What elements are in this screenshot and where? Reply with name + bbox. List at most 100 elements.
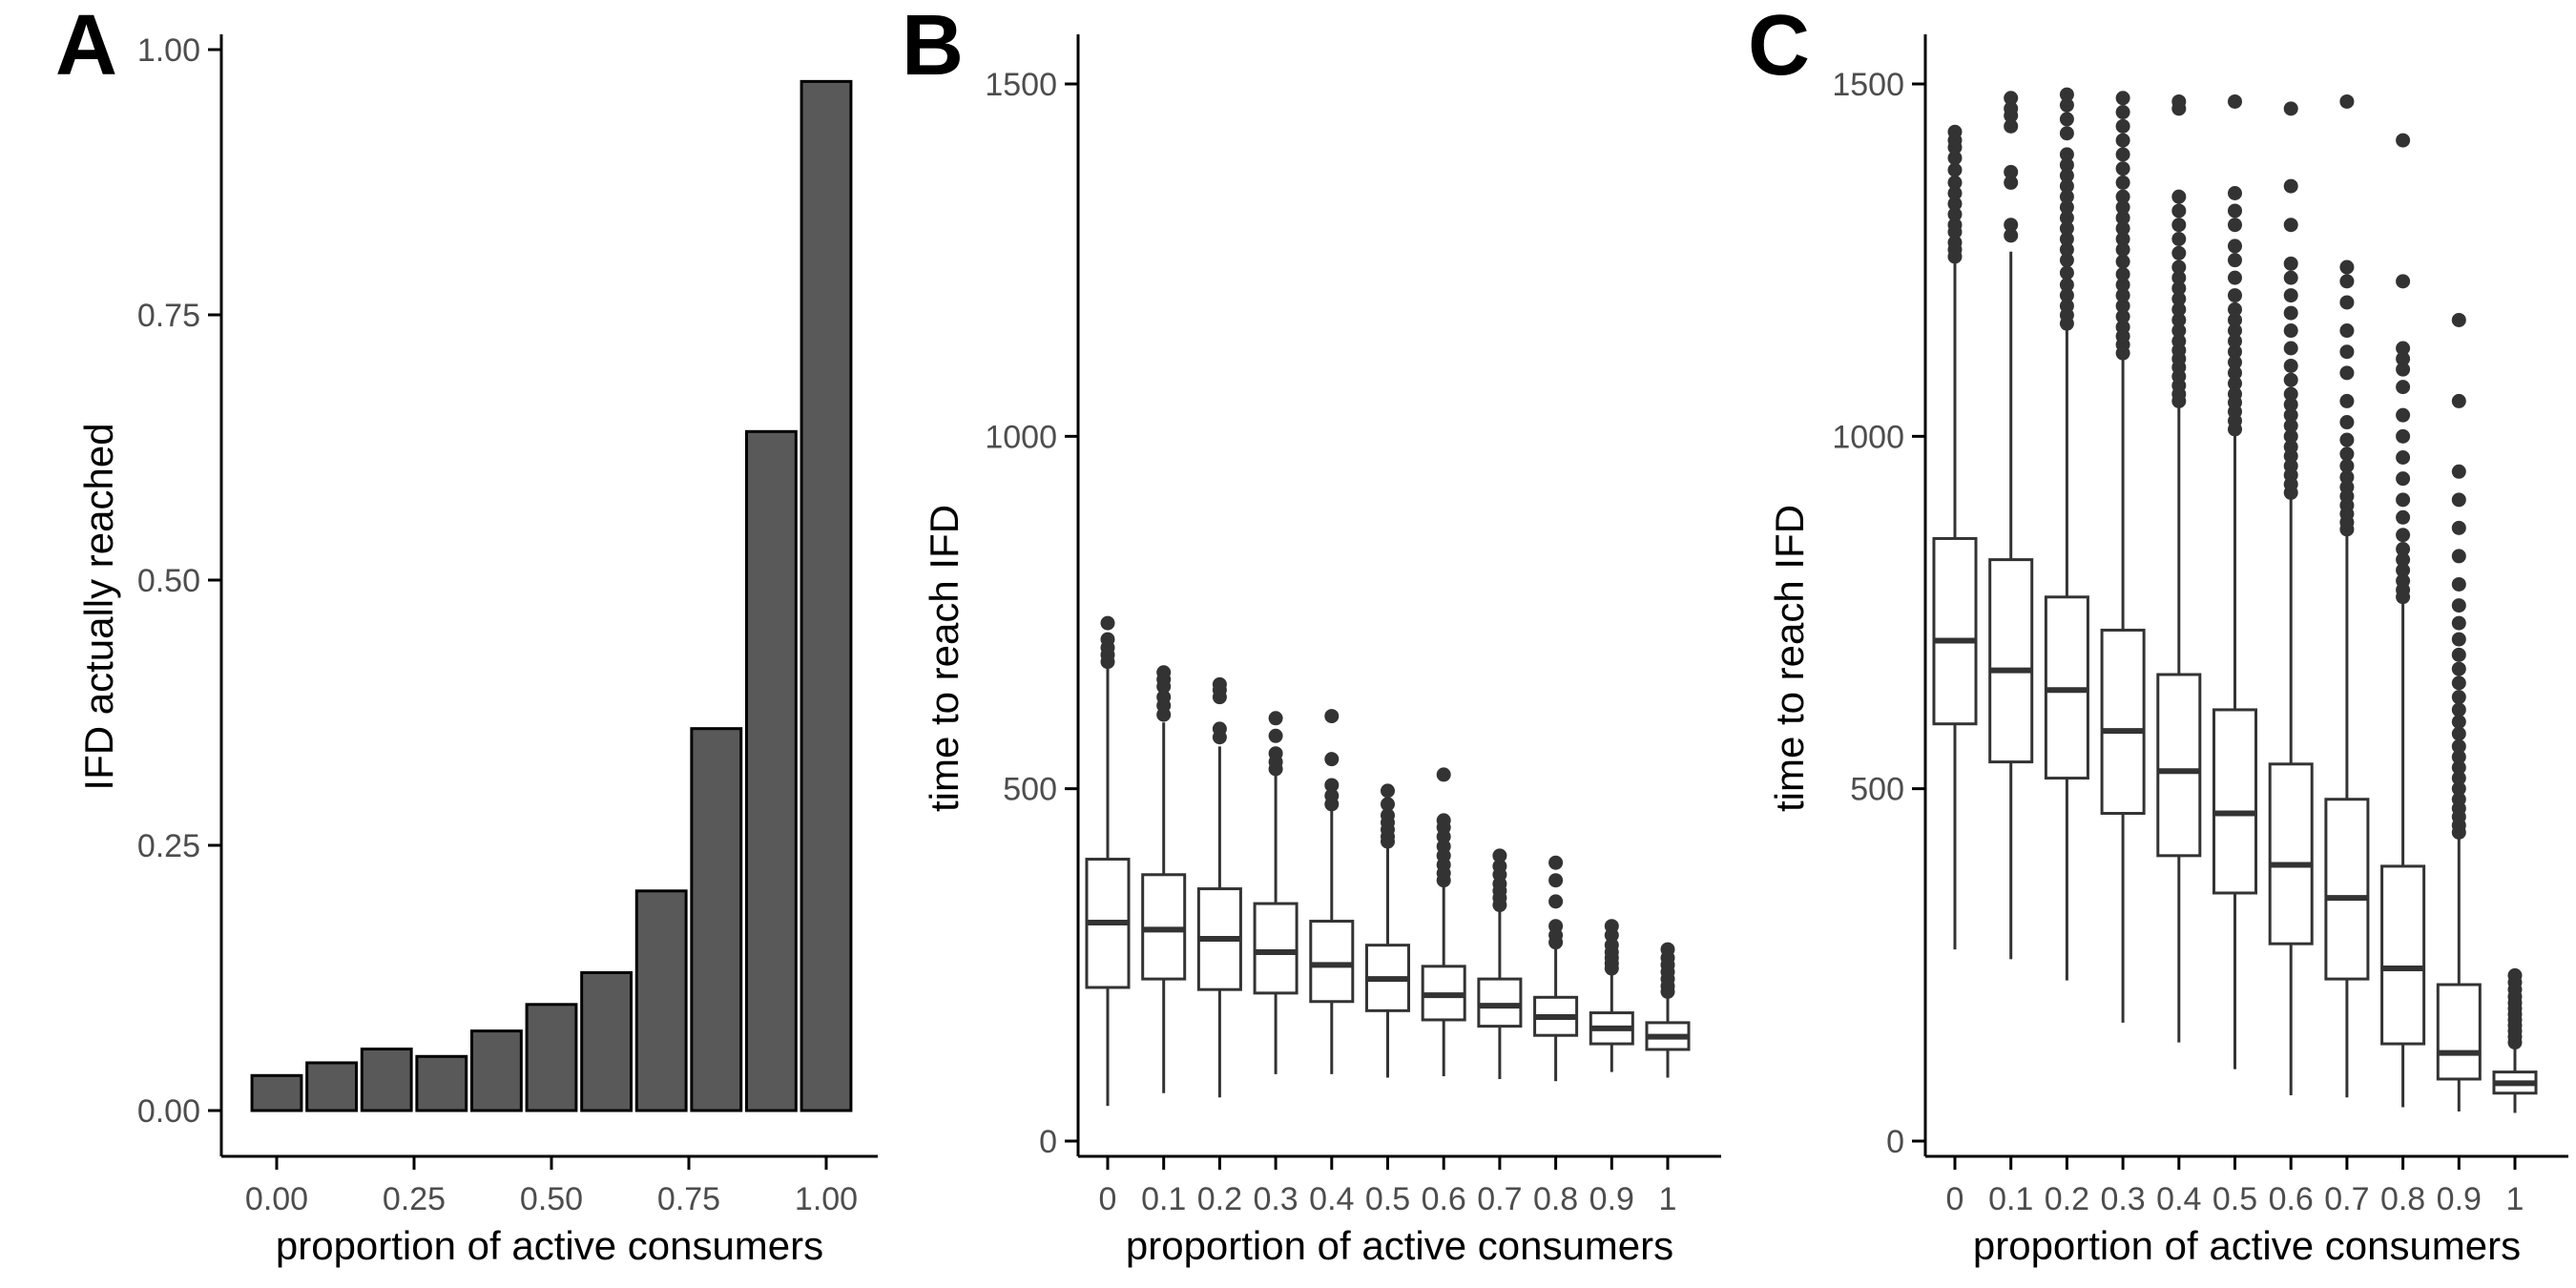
panel-c-outlier bbox=[2115, 232, 2130, 247]
panel-b-x-tick-label: 0.2 bbox=[1197, 1181, 1242, 1217]
panel-c-outlier bbox=[2228, 185, 2242, 200]
panel-c-outlier bbox=[2171, 334, 2187, 349]
panel-c-outlier bbox=[2059, 299, 2074, 314]
panel-b-outlier bbox=[1156, 690, 1172, 705]
panel-c-y-tick-label: 1000 bbox=[1832, 419, 1904, 455]
panel-b-outlier bbox=[1436, 767, 1451, 782]
panel-b-x-tick-label: 0.8 bbox=[1533, 1181, 1578, 1217]
panel-c-outlier bbox=[2059, 220, 2074, 236]
panel-b-outlier bbox=[1324, 788, 1340, 803]
panel-b-outlier bbox=[1212, 676, 1227, 692]
panel-a-letter: A bbox=[55, 0, 117, 93]
panel-c-outlier bbox=[1947, 162, 1963, 177]
panel-c-outlier bbox=[2339, 295, 2355, 310]
panel-b-outlier bbox=[1492, 859, 1507, 874]
panel-b-x-ticks: 0 0.1 0.2 0.3 0.4 0.5 0.6 0.7 0.8 0.9 1 bbox=[1099, 1156, 1677, 1217]
panel-c-y-ticks: 0 500 1000 1500 bbox=[1832, 67, 1925, 1160]
panel-c-outlier bbox=[2451, 726, 2466, 741]
panel-b-outlier bbox=[1324, 709, 1340, 724]
panel-b-x-tick-label: 0.9 bbox=[1589, 1181, 1634, 1217]
panel-c-outlier bbox=[2396, 362, 2411, 377]
panel-c-outlier bbox=[2396, 341, 2411, 356]
panel-c-outlier bbox=[2059, 112, 2074, 127]
panel-c-box bbox=[2156, 673, 2202, 858]
panel-b-outlier bbox=[1436, 839, 1451, 854]
panel-c-outlier bbox=[2283, 386, 2298, 402]
panel-c-outlier bbox=[2171, 280, 2187, 296]
panel-c-outlier bbox=[2339, 344, 2355, 360]
panel-c-outlier bbox=[2396, 573, 2411, 589]
panel-c-outlier bbox=[2451, 661, 2466, 676]
panel-c-outlier bbox=[2451, 520, 2466, 535]
panel-c-outlier bbox=[2396, 528, 2411, 543]
panel-c-outlier bbox=[2059, 97, 2074, 113]
panel-c-outlier bbox=[2171, 270, 2187, 285]
panel-c-outlier bbox=[2451, 464, 2466, 479]
panel-c-outlier bbox=[2228, 365, 2242, 381]
panel-c-outlier bbox=[2283, 270, 2298, 285]
panel-c-outlier bbox=[2451, 393, 2466, 408]
panel-c-outlier bbox=[2339, 393, 2355, 408]
panel-a-y-tick-label: 0.75 bbox=[137, 298, 200, 334]
panel-b-outlier bbox=[1100, 632, 1115, 647]
panel-b-outlier bbox=[1492, 848, 1507, 863]
panel-c-outlier bbox=[2228, 270, 2242, 285]
panel-c-outlier bbox=[2396, 380, 2411, 395]
panel-c-outlier bbox=[2115, 118, 2130, 134]
panel-a-bar bbox=[800, 79, 853, 1112]
panel-c-x-tick-label: 0.4 bbox=[2156, 1181, 2201, 1217]
panel-b-x-tick-label: 0.1 bbox=[1141, 1181, 1186, 1217]
panel-b-outlier bbox=[1548, 855, 1564, 870]
panel-c-outlier bbox=[2339, 469, 2355, 485]
panel-b-y-tick-label: 0 bbox=[1039, 1124, 1057, 1160]
panel-c-outlier bbox=[2171, 323, 2187, 339]
panel-c-outlier bbox=[2451, 549, 2466, 564]
panel-c-y-tick-label: 500 bbox=[1850, 772, 1904, 808]
panel-c-outlier bbox=[2283, 218, 2298, 233]
panel-b-y-tick-label: 1000 bbox=[985, 419, 1057, 455]
panel-c-outlier bbox=[2115, 147, 2130, 162]
panel-b-x-tick-label: 1 bbox=[1659, 1181, 1677, 1217]
panel-c-outlier bbox=[2396, 428, 2411, 444]
panel-c-outlier bbox=[2115, 133, 2130, 148]
panel-c-outlier bbox=[2228, 323, 2242, 339]
panel-b-letter: B bbox=[902, 0, 964, 93]
panel-c-outlier bbox=[2228, 376, 2242, 391]
panel-b-outlier bbox=[1604, 938, 1619, 953]
panel-c-outlier bbox=[2283, 323, 2298, 339]
panel-c-x-axis-title: proportion of active consumers bbox=[1973, 1223, 2521, 1268]
panel-a-y-tick-label: 1.00 bbox=[137, 32, 200, 69]
panel-c-letter: C bbox=[1748, 0, 1810, 93]
panel-c-outlier bbox=[2451, 598, 2466, 613]
panel-c-outlier bbox=[2283, 288, 2298, 303]
panel-b-outlier bbox=[1660, 942, 1675, 957]
panel-c-x-tick-label: 0.1 bbox=[1988, 1181, 2033, 1217]
panel-c-box bbox=[2436, 983, 2482, 1081]
panel-c-outlier bbox=[2059, 157, 2074, 173]
panel-c-y-axis-title: time to reach IFD bbox=[1767, 505, 1812, 812]
panel-c-outlier bbox=[1947, 151, 1963, 166]
panel-a-bar bbox=[744, 429, 798, 1112]
panel-c-outlier bbox=[2396, 542, 2411, 557]
panel-b-outlier bbox=[1268, 728, 1283, 743]
panel-c-outlier bbox=[2283, 341, 2298, 356]
panel-c-outlier bbox=[2451, 749, 2466, 764]
panel-b-box bbox=[1477, 977, 1523, 1028]
panel-c-outlier bbox=[2059, 199, 2074, 215]
panel-c-outlier bbox=[1947, 197, 1963, 212]
panel-b-x-tick-label: 0.4 bbox=[1309, 1181, 1354, 1217]
panel-b-outlier bbox=[1212, 721, 1227, 737]
panel-a-x-tick-label: 1.00 bbox=[795, 1181, 858, 1217]
panel-c-outlier bbox=[2059, 265, 2074, 280]
panel-b-x-axis-title: proportion of active consumers bbox=[1126, 1223, 1673, 1268]
panel-c-outlier bbox=[2059, 178, 2074, 194]
panel-a-y-axis-title: IFD actually reached bbox=[76, 423, 121, 790]
panel-c-outlier bbox=[2059, 147, 2074, 162]
panel-c-box bbox=[2380, 864, 2426, 1046]
panel-c-outlier bbox=[2004, 101, 2019, 116]
panel-a-x-axis-title: proportion of active consumers bbox=[276, 1223, 823, 1268]
panel-c-x-tick-label: 0 bbox=[1946, 1181, 1964, 1217]
panel-c-outlier bbox=[2171, 260, 2187, 275]
panel-b-y-ticks: 0 500 1000 1500 bbox=[985, 67, 1078, 1160]
panel-c-x-tick-label: 0.9 bbox=[2437, 1181, 2482, 1217]
